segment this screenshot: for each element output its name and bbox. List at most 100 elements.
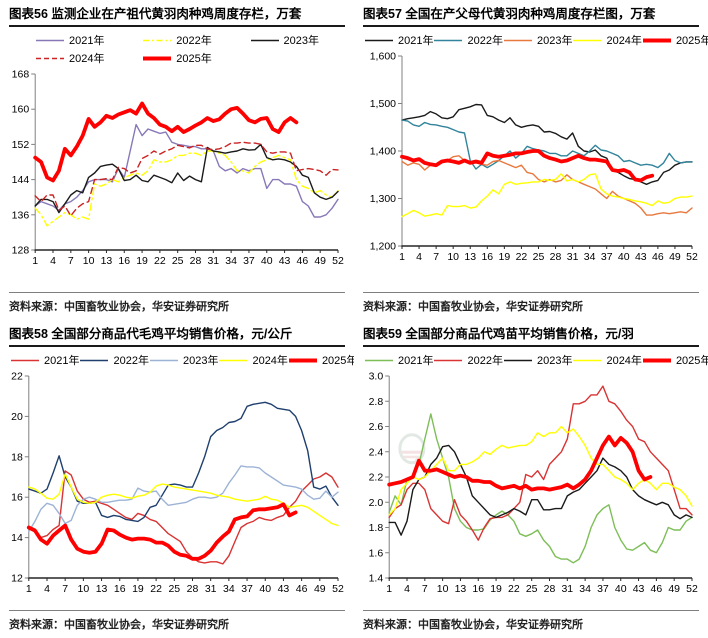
- x-tick-label: 4: [50, 255, 56, 267]
- x-tick-label: 46: [651, 583, 663, 595]
- chart-plot: 1,200 1,300 1,400 1,500 1,600 1 4 7 10 13 16 19 22 25…: [363, 49, 699, 270]
- legend-label: 2022年: [176, 35, 212, 48]
- legend-item-2023年: 2023年: [503, 352, 572, 368]
- x-tick-label: 10: [437, 583, 449, 595]
- x-tick-label: 40: [618, 251, 630, 263]
- series-line-2025年: [33, 101, 299, 183]
- x-tick-label: 31: [567, 251, 579, 263]
- x-tick-label: 13: [464, 251, 476, 263]
- series-line-2022年: [388, 385, 693, 542]
- y-tick-label: 1,600: [370, 51, 396, 63]
- chart-plot: 12 14 16 18 20 22 1 4 7 10 13 16 19 22 25 28 31 34 37 40 43 4…: [9, 369, 345, 602]
- y-tick-label: 12: [11, 573, 23, 585]
- legend-item-2025年: 2025年: [288, 352, 354, 368]
- panel-figure-59: 图表59 全国部分商品代鸡苗平均销售价格，元/羽 2021年 2022年 2023年…: [354, 320, 708, 638]
- legend-label: 2024年: [252, 355, 288, 368]
- legend-item-2025年: 2025年: [642, 352, 708, 368]
- legend-label: 2025年: [675, 355, 708, 368]
- x-tick-label: 49: [314, 583, 326, 595]
- legend-swatch: [365, 359, 393, 362]
- x-tick-label: 1: [386, 583, 392, 595]
- legend-swatch: [143, 56, 172, 61]
- series-line-2021年: [388, 413, 693, 564]
- chart-svg: 1.4 1.6 1.8 2.0 2.2 2.4 2.6 2.8 3.0 1 4 7 10 13 16 19 22…: [369, 371, 698, 596]
- legend-swatch: [219, 359, 248, 362]
- x-tick-label: 10: [83, 255, 95, 267]
- y-tick-label: 152: [12, 139, 30, 151]
- x-tick-label: 19: [499, 251, 511, 263]
- legend-swatch: [642, 38, 671, 43]
- x-tick-label: 34: [223, 583, 235, 595]
- legend-label: 2025年: [176, 53, 212, 66]
- series-line-2025年: [400, 149, 655, 183]
- chart-legend: 2021年 2022年 2023年 2024年 2025年: [363, 32, 708, 48]
- y-tick-label: 2.0: [369, 497, 384, 509]
- legend-item-2024年: 2024年: [572, 32, 642, 48]
- legend-swatch: [250, 39, 279, 42]
- x-tick-label: 37: [601, 251, 613, 263]
- x-tick-label: 46: [296, 583, 308, 595]
- legend-item-2024年: 2024年: [35, 50, 104, 66]
- legend-item-2023年: 2023年: [149, 352, 218, 368]
- x-tick-label: 4: [416, 251, 422, 263]
- x-tick-label: 7: [62, 583, 68, 595]
- legend-item-2021年: 2021年: [364, 32, 433, 48]
- legend-label: 2024年: [69, 53, 105, 66]
- legend-label: 2025年: [675, 35, 708, 48]
- chart-title: 图表57 全国在产父母代黄羽肉种鸡周度存栏图，万套: [363, 5, 699, 28]
- x-tick-label: 22: [154, 255, 166, 267]
- legend-swatch: [36, 39, 64, 42]
- x-tick-label: 25: [526, 583, 538, 595]
- legend-item-2021年: 2021年: [364, 352, 433, 368]
- x-tick-label: 43: [633, 583, 645, 595]
- legend-label: 2021年: [69, 35, 105, 48]
- x-tick-label: 13: [101, 255, 113, 267]
- legend-label: 2025年: [321, 355, 354, 368]
- chart-legend: 2021年 2022年 2023年 2024年 2025年: [9, 352, 354, 368]
- series-line-2025年: [26, 502, 298, 561]
- y-tick-label: 1,200: [370, 241, 396, 253]
- series-line-2022年: [401, 119, 693, 170]
- x-tick-label: 16: [481, 251, 493, 263]
- series-line-2023年: [34, 143, 339, 214]
- legend-swatch: [365, 39, 393, 42]
- y-tick-label: 1,500: [370, 98, 396, 110]
- series-line-2025年: [387, 434, 653, 492]
- chart-legend: 2021年 2022年 2023年 2024年 2025年: [363, 352, 708, 368]
- x-tick-label: 52: [332, 583, 344, 595]
- series-line-2021年: [401, 104, 693, 186]
- x-tick-label: 1: [32, 255, 38, 267]
- legend-item-2024年: 2024年: [572, 352, 642, 368]
- chart-title: 图表56 监测企业在产祖代黄羽肉种鸡周度存栏，万套: [9, 5, 345, 28]
- x-tick-label: 10: [78, 583, 90, 595]
- x-tick-label: 22: [508, 583, 520, 595]
- x-tick-label: 7: [422, 583, 428, 595]
- legend-label: 2021年: [398, 355, 434, 368]
- x-tick-label: 22: [516, 251, 528, 263]
- legend-item-2024年: 2024年: [218, 352, 288, 368]
- x-tick-label: 40: [615, 583, 627, 595]
- series-line-2024年: [28, 473, 339, 527]
- y-tick-label: 160: [12, 104, 30, 116]
- x-tick-label: 49: [669, 251, 681, 263]
- x-tick-label: 49: [668, 583, 680, 595]
- series-line-2021年: [28, 470, 339, 565]
- x-tick-label: 19: [136, 255, 148, 267]
- y-tick-label: 1,400: [370, 146, 396, 158]
- legend-item-2022年: 2022年: [433, 32, 503, 48]
- legend-swatch: [573, 359, 602, 362]
- chart-svg: 1,200 1,300 1,400 1,500 1,600 1 4 7 10 13 16 19 22 25…: [370, 51, 698, 264]
- legend-label: 2024年: [606, 35, 642, 48]
- legend-item-2022年: 2022年: [79, 352, 149, 368]
- legend-item-2025年: 2025年: [642, 32, 708, 48]
- series-line-2022年: [34, 150, 339, 227]
- legend-swatch: [503, 359, 532, 362]
- legend-label: 2023年: [283, 35, 319, 48]
- legend-swatch: [80, 359, 109, 362]
- chart-plot: 1.4 1.6 1.8 2.0 2.2 2.4 2.6 2.8 3.0 1 4 7 10 13 16 19 22…: [363, 369, 699, 602]
- x-tick-label: 46: [297, 255, 309, 267]
- legend-swatch: [11, 359, 39, 362]
- y-tick-label: 128: [12, 245, 30, 257]
